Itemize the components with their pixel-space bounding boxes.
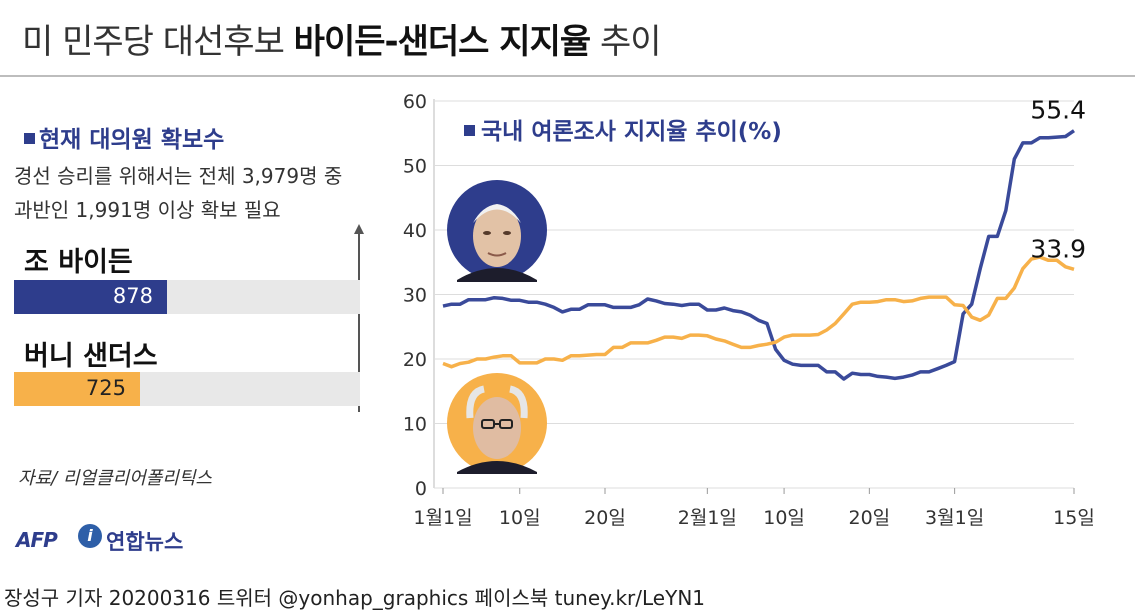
delegates-note-line2: 과반인 1,991명 이상 확보 필요 <box>14 198 281 222</box>
biden-delegate-bar: 878 <box>14 280 167 314</box>
portraits <box>447 180 547 474</box>
delegates-heading-text: 현재 대의원 확보수 <box>39 127 225 153</box>
yonhap-logo-icon: i <box>78 524 102 548</box>
afp-logo: AFP <box>16 528 58 552</box>
biden-bar-track: 878 <box>14 280 360 314</box>
chart-axes: 0 10 20 30 40 50 60 1월1일 10일 20일 2월1일 10일 20일 3월1일 15일 <box>403 91 1095 529</box>
x-tick-label: 10일 <box>763 507 805 529</box>
end-value-label-biden: 55.4 <box>1030 96 1086 125</box>
y-tick-label: 10 <box>403 414 427 436</box>
title-prefix: 미 민주당 대선후보 <box>22 22 294 62</box>
y-tick-label: 20 <box>403 349 427 371</box>
x-tick-label: 20일 <box>849 507 891 529</box>
threshold-arrow-line <box>358 232 360 412</box>
series-line-biden <box>442 129 1075 381</box>
title-divider <box>0 75 1135 77</box>
title-suffix: 추이 <box>590 22 662 62</box>
x-tick-label: 2월1일 <box>678 507 737 529</box>
page-title: 미 민주당 대선후보 바이든-샌더스 지지율 추이 <box>22 14 662 63</box>
x-tick-label: 15일 <box>1053 507 1095 529</box>
y-tick-label: 30 <box>403 285 427 307</box>
source-credit: 자료/ 리얼클리어폴리틱스 <box>18 468 212 489</box>
x-tick-label: 3월1일 <box>925 507 984 529</box>
x-tick-label: 20일 <box>584 507 626 529</box>
chart-labels: 55.4 33.9 <box>1030 96 1086 264</box>
chart-title: 국내 여론조사 지지율 추이(%) <box>481 119 782 145</box>
bullet-square-icon <box>24 133 35 144</box>
arrow-up-icon <box>354 224 364 234</box>
biden-name: 조 바이든 <box>24 247 133 278</box>
x-tick-label: 10일 <box>499 507 541 529</box>
x-tick-label: 1월1일 <box>413 507 472 529</box>
y-tick-label: 40 <box>403 220 427 242</box>
chart-legend: 국내 여론조사 지지율 추이(%) <box>464 119 782 145</box>
end-value-label-sanders: 33.9 <box>1030 234 1086 263</box>
biden-delegate-value: 878 <box>112 284 153 308</box>
title-highlight: 바이든-샌더스 지지율 <box>293 22 591 62</box>
sanders-delegate-bar: 725 <box>14 372 140 406</box>
y-tick-label: 0 <box>415 478 427 500</box>
sanders-bar-track: 725 <box>14 372 360 406</box>
y-tick-label: 60 <box>403 91 427 113</box>
series-line-sanders <box>442 255 1075 369</box>
sanders-name: 버니 샌더스 <box>24 341 158 372</box>
legend-square-icon <box>464 125 475 136</box>
yonhap-logo-text: 연합뉴스 <box>106 530 184 554</box>
sanders-portrait-icon <box>447 373 547 474</box>
y-tick-label: 50 <box>403 156 427 178</box>
delegates-note-line1: 경선 승리를 위해서는 전체 3,979명 중 <box>14 164 343 188</box>
footer-credit: 장성구 기자 20200316 트위터 @yonhap_graphics 페이스… <box>4 586 706 610</box>
biden-portrait-icon <box>447 180 547 282</box>
sanders-delegate-value: 725 <box>85 376 126 400</box>
chart-series <box>442 129 1075 381</box>
delegates-heading: 현재 대의원 확보수 <box>24 120 224 154</box>
